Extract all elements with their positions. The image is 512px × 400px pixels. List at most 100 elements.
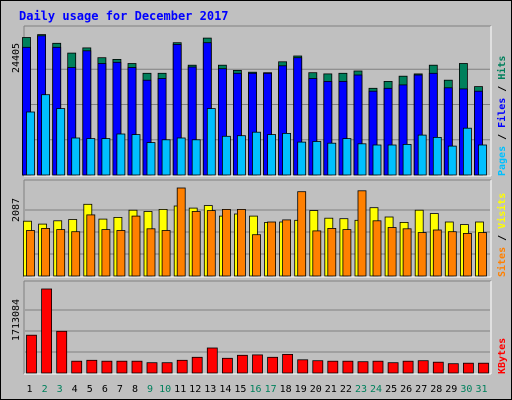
bar-pages-14 bbox=[221, 135, 231, 176]
bar-pages-21 bbox=[327, 142, 337, 176]
bar-kbytes-16 bbox=[252, 354, 263, 374]
bar-pages-9 bbox=[146, 142, 156, 176]
bar-kbytes-26 bbox=[402, 360, 414, 374]
bar-kbytes-2 bbox=[41, 288, 52, 374]
bar-sites-20 bbox=[312, 230, 322, 277]
bar-pages-7 bbox=[116, 133, 126, 176]
bar-pages-12 bbox=[191, 139, 201, 176]
bar-kbytes-12 bbox=[191, 356, 203, 374]
panel-legend: KBytes bbox=[497, 338, 508, 374]
bar-pages-23 bbox=[357, 143, 367, 176]
bar-pages-22 bbox=[342, 138, 352, 176]
x-tick-label: 15 bbox=[234, 384, 246, 395]
x-tick-label: 25 bbox=[385, 384, 397, 395]
x-tick-label: 28 bbox=[430, 384, 442, 395]
bar-kbytes-24 bbox=[372, 360, 384, 374]
bar-kbytes-18 bbox=[282, 353, 294, 374]
x-tick-label: 16 bbox=[249, 384, 261, 395]
bar-pages-11 bbox=[176, 137, 186, 176]
bar-sites-17 bbox=[267, 221, 277, 277]
bar-pages-18 bbox=[282, 132, 292, 176]
bar-sites-11 bbox=[176, 187, 186, 277]
x-axis-day-labels: 1 2 3 4 5 6 7 8 9 10 11 12 13 14 15 16 17 18 19 20 21 22 23 24 2… bbox=[26, 384, 487, 395]
bar-kbytes-22 bbox=[342, 360, 354, 374]
bar-sites-14 bbox=[221, 208, 231, 277]
bar-pages-17 bbox=[267, 134, 277, 176]
x-tick-label: 10 bbox=[159, 384, 171, 395]
x-tick-label: 1 bbox=[26, 384, 32, 395]
x-tick-label: 19 bbox=[295, 384, 307, 395]
bar-sites-9 bbox=[146, 228, 156, 277]
bar-sites-6 bbox=[101, 229, 111, 277]
x-tick-label: 5 bbox=[87, 384, 93, 395]
x-tick-label: 8 bbox=[132, 384, 138, 395]
panel-legend: Pages / Files / Hits bbox=[496, 56, 508, 176]
bar-sites-10 bbox=[161, 230, 171, 277]
bar-pages-10 bbox=[161, 139, 171, 176]
legend-sites: Sites bbox=[496, 247, 508, 277]
x-tick-label: 12 bbox=[189, 384, 201, 395]
bar-kbytes-23 bbox=[357, 361, 369, 374]
series-files bbox=[22, 35, 483, 176]
x-tick-label: 31 bbox=[475, 384, 487, 395]
bar-sites-12 bbox=[191, 211, 201, 277]
bar-sites-16 bbox=[252, 234, 261, 277]
bar-kbytes-21 bbox=[327, 360, 339, 374]
bar-pages-24 bbox=[372, 144, 382, 176]
bar-pages-16 bbox=[252, 131, 261, 176]
panel-legend: Sites / Visits bbox=[496, 193, 508, 277]
bar-kbytes-15 bbox=[236, 354, 248, 374]
legend-kbytes: KBytes bbox=[497, 338, 508, 374]
x-tick-label: 26 bbox=[400, 384, 412, 395]
x-tick-label: 4 bbox=[72, 384, 78, 395]
bar-kbytes-14 bbox=[221, 357, 233, 374]
bar-pages-26 bbox=[402, 143, 412, 176]
bar-sites-24 bbox=[372, 220, 382, 277]
x-tick-label: 24 bbox=[370, 384, 382, 395]
bar-pages-3 bbox=[56, 108, 66, 176]
y-max-label: 1713084 bbox=[11, 299, 22, 341]
x-tick-label: 23 bbox=[355, 384, 367, 395]
bar-kbytes-4 bbox=[71, 360, 83, 374]
bar-pages-6 bbox=[101, 138, 111, 176]
bar-kbytes-28 bbox=[432, 361, 444, 374]
x-tick-label: 30 bbox=[460, 384, 472, 395]
x-tick-label: 3 bbox=[57, 384, 63, 395]
bar-pages-25 bbox=[387, 144, 397, 176]
chart-panels: 24405 Pages / Files / Hits 2087 Sites / Vis… bbox=[11, 25, 508, 375]
bar-pages-1 bbox=[26, 111, 35, 176]
bar-kbytes-19 bbox=[297, 359, 309, 374]
bar-sites-25 bbox=[387, 227, 397, 277]
bar-kbytes-5 bbox=[86, 359, 98, 374]
bar-kbytes-3 bbox=[56, 330, 68, 374]
bar-sites-13 bbox=[206, 210, 216, 277]
bar-sites-1 bbox=[26, 230, 35, 277]
chart-title: Daily usage for December 2017 bbox=[19, 9, 229, 23]
bar-pages-8 bbox=[131, 134, 141, 176]
x-tick-label: 21 bbox=[325, 384, 337, 395]
bar-pages-28 bbox=[432, 136, 442, 176]
series-pages bbox=[26, 94, 487, 176]
legend-files: Files bbox=[496, 98, 508, 128]
bar-sites-22 bbox=[342, 229, 352, 277]
bar-kbytes-30 bbox=[462, 362, 474, 374]
bar-sites-3 bbox=[56, 229, 66, 277]
y-max-label: 24405 bbox=[11, 43, 22, 73]
bar-sites-28 bbox=[432, 229, 442, 277]
bar-kbytes-7 bbox=[116, 360, 128, 374]
bar-kbytes-6 bbox=[101, 360, 113, 374]
y-max-label: 2087 bbox=[11, 198, 22, 222]
x-tick-label: 22 bbox=[340, 384, 352, 395]
bar-sites-15 bbox=[236, 208, 246, 277]
bar-pages-5 bbox=[86, 138, 96, 176]
panel-traffic: 1713084 KBytes bbox=[11, 280, 508, 375]
bar-pages-30 bbox=[462, 127, 472, 176]
bar-kbytes-1 bbox=[26, 334, 37, 374]
bar-sites-26 bbox=[402, 228, 412, 277]
x-tick-label: 18 bbox=[280, 384, 292, 395]
panel-requests: 24405 Pages / Files / Hits bbox=[11, 25, 508, 177]
legend-hits: Hits bbox=[496, 56, 508, 80]
bar-kbytes-8 bbox=[131, 360, 143, 374]
bar-sites-5 bbox=[86, 214, 96, 277]
